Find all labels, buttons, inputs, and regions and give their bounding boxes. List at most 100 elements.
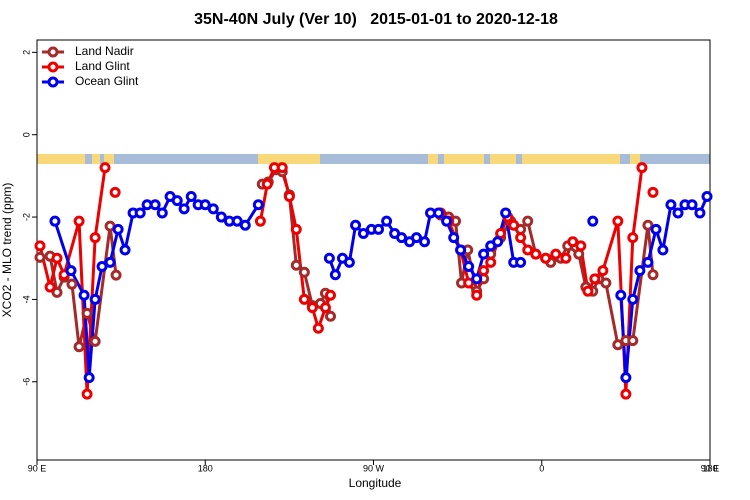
data-point [612, 339, 624, 351]
data-point [433, 207, 445, 219]
x-tick-label: 90 W [363, 463, 385, 473]
y-axis-title: XCO2 - MLO trend (ppm) [0, 183, 14, 318]
land-strip [104, 154, 114, 164]
data-point [207, 203, 219, 215]
data-point [89, 335, 101, 347]
data-point [373, 223, 385, 235]
legend-marker [47, 46, 59, 58]
data-point [156, 207, 168, 219]
legend-label: Land Nadir [75, 44, 134, 58]
data-point [612, 215, 624, 227]
data-point [686, 199, 698, 211]
data-point [298, 266, 310, 278]
data-point [515, 256, 527, 268]
data-point [522, 215, 534, 227]
data-point [350, 219, 362, 231]
ocean-strip [37, 154, 710, 164]
data-point [199, 199, 211, 211]
data-point [567, 236, 579, 248]
data-point [276, 162, 288, 174]
data-point [171, 195, 183, 207]
data-point [231, 215, 243, 227]
x-tick-label: 90 E [28, 463, 47, 473]
y-tick-label: -4 [21, 295, 31, 303]
data-point [701, 190, 713, 202]
data-point [34, 240, 46, 252]
data-point [396, 232, 408, 244]
data-point [134, 207, 146, 219]
data-point [89, 293, 101, 305]
data-point [448, 232, 460, 244]
data-point [78, 289, 90, 301]
data-point [419, 236, 431, 248]
legend-label: Ocean Glint [75, 74, 139, 88]
data-point [463, 277, 475, 289]
chart-title: 35N-40N July (Ver 10) 2015-01-01 to 2020… [194, 11, 558, 28]
data-point [343, 256, 355, 268]
data-point [627, 335, 639, 347]
data-point [323, 252, 335, 264]
data-point [672, 207, 684, 219]
legend-marker [47, 61, 59, 73]
data-point [109, 186, 121, 198]
data-point [582, 285, 594, 297]
data-point [530, 248, 542, 260]
x-tick-label: 180 [702, 463, 717, 473]
land-strip [92, 154, 100, 164]
data-point [647, 186, 659, 198]
data-point [500, 207, 512, 219]
data-point [49, 215, 61, 227]
data-point [81, 307, 93, 319]
legend-label: Land Glint [75, 59, 130, 73]
x-tick-label: 0 [539, 463, 544, 473]
data-point [410, 232, 422, 244]
data-point [463, 260, 475, 272]
data-point [508, 219, 520, 231]
legend-marker [47, 76, 59, 88]
data-point [290, 223, 302, 235]
data-point [149, 199, 161, 211]
data-point [254, 215, 266, 227]
data-point [65, 265, 77, 277]
data-point [455, 244, 467, 256]
x-tick-label: 90 E [701, 463, 720, 473]
y-tick-label: -6 [21, 378, 31, 386]
land-strip [630, 154, 640, 164]
data-point [615, 289, 627, 301]
data-point [73, 215, 85, 227]
x-tick-label: 180 [198, 463, 213, 473]
data-point [81, 388, 93, 400]
data-point [112, 223, 124, 235]
data-point [492, 236, 504, 248]
data-point [471, 289, 483, 301]
data-point [550, 248, 562, 260]
data-point [650, 223, 662, 235]
data-point [290, 259, 302, 271]
data-point [441, 215, 453, 227]
data-point [110, 269, 122, 281]
data-point [298, 293, 310, 305]
data-point [471, 273, 483, 285]
data-point [560, 252, 572, 264]
y-tick-label: 0 [21, 132, 31, 137]
data-point [215, 211, 227, 223]
data-point [657, 244, 669, 256]
data-point [694, 207, 706, 219]
land-mask [37, 154, 710, 164]
x-axis-title: Longitude [349, 476, 402, 490]
data-point [620, 388, 632, 400]
y-tick-label: 2 [21, 50, 31, 55]
data-point [261, 178, 273, 190]
data-point [642, 256, 654, 268]
data-point [99, 162, 111, 174]
data-point [178, 203, 190, 215]
y-tick-label: -2 [21, 213, 31, 221]
data-point [634, 265, 646, 277]
data-point [589, 273, 601, 285]
data-point [642, 219, 654, 231]
data-point [306, 302, 318, 314]
data-point [185, 190, 197, 202]
data-point [325, 289, 337, 301]
data-point [627, 232, 639, 244]
